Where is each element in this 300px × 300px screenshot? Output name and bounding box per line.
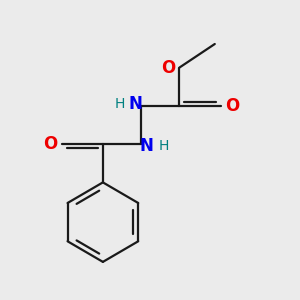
Text: O: O	[225, 97, 239, 115]
Text: O: O	[161, 58, 175, 76]
Text: N: N	[129, 95, 142, 113]
Text: O: O	[43, 135, 57, 153]
Text: H: H	[115, 98, 125, 111]
Text: H: H	[159, 139, 169, 153]
Text: N: N	[140, 136, 154, 154]
